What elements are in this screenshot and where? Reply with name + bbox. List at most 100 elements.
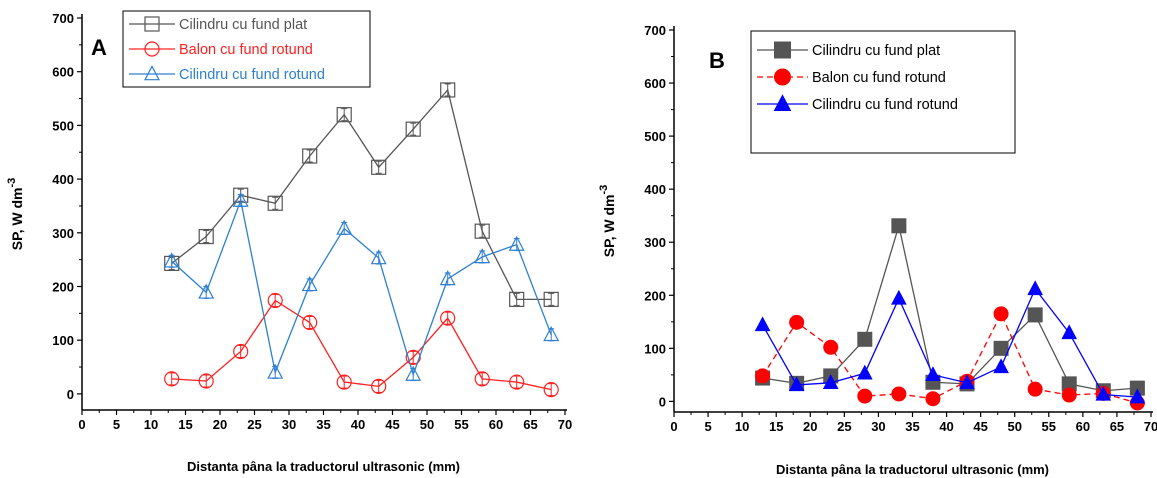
data-point xyxy=(1061,324,1078,340)
data-point xyxy=(823,339,839,355)
y-axis-title-main: SP, W dm xyxy=(601,195,617,258)
x-tick-label: 50 xyxy=(420,417,434,432)
data-point xyxy=(789,314,805,330)
data-point xyxy=(959,374,975,389)
series-2 xyxy=(164,292,559,398)
legend-label: Balon cu fund rotund xyxy=(812,70,946,86)
x-tick-label: 0 xyxy=(78,417,85,432)
x-tick-label: 50 xyxy=(1007,419,1021,434)
x-tick-label: 10 xyxy=(144,417,158,432)
y-tick-label: 0 xyxy=(659,394,666,409)
data-point xyxy=(993,306,1009,322)
data-point xyxy=(198,373,214,389)
x-tick-label: 70 xyxy=(558,417,572,432)
data-point xyxy=(233,343,249,360)
x-tick-label: 25 xyxy=(837,419,851,434)
y-axis-title: SP, W dm-3 xyxy=(6,178,25,251)
y-axis-title: SP, W dm-3 xyxy=(598,185,617,258)
x-tick-label: 45 xyxy=(973,419,987,434)
legend: Cilindru cu fund plat Balon cu fund rotun… xyxy=(750,30,1016,154)
data-point xyxy=(302,148,318,164)
legend-label: Cilindru cu fund plat xyxy=(179,17,307,33)
data-point xyxy=(509,374,525,390)
data-point xyxy=(856,364,873,380)
data-point xyxy=(1027,307,1043,323)
legend-label: Cilindru cu fund rotund xyxy=(812,97,958,113)
x-tick-label: 30 xyxy=(871,419,885,434)
x-tick-label: 45 xyxy=(385,417,399,432)
data-point xyxy=(1061,387,1077,403)
series-line xyxy=(171,88,552,301)
data-point xyxy=(336,374,352,390)
y-tick-label: 500 xyxy=(52,118,74,133)
data-point xyxy=(857,331,873,347)
legend-marker xyxy=(144,65,160,81)
series-3 xyxy=(754,280,1146,404)
x-tick-label: 55 xyxy=(1042,419,1056,434)
data-point xyxy=(405,121,421,137)
data-point xyxy=(755,368,771,384)
data-point xyxy=(993,358,1009,374)
y-tick-label: 100 xyxy=(644,341,666,356)
data-point xyxy=(543,381,559,398)
y-tick-label: 300 xyxy=(644,235,666,250)
x-tick-label: 15 xyxy=(769,419,783,434)
data-point xyxy=(198,228,214,245)
x-tick-label: 60 xyxy=(1076,419,1090,434)
x-tick-label: 25 xyxy=(247,417,261,432)
y-tick-label: 300 xyxy=(52,226,74,241)
y-tick-label: 400 xyxy=(52,172,74,187)
x-tick-label: 35 xyxy=(316,417,330,432)
data-point xyxy=(371,378,387,394)
data-point xyxy=(1027,280,1043,296)
data-point xyxy=(1129,388,1146,404)
x-axis-title: Distanta pâna la traductorul ultrasonic … xyxy=(776,462,1049,477)
series-1 xyxy=(164,82,559,307)
x-tick-label: 20 xyxy=(213,417,227,432)
x-tick-label: 20 xyxy=(803,419,817,434)
series-line xyxy=(762,312,1138,404)
legend-label: Cilindru cu fund rotund xyxy=(179,67,325,83)
data-point xyxy=(302,314,318,331)
data-point xyxy=(822,374,839,389)
x-tick-label: 40 xyxy=(939,419,953,434)
legend-marker xyxy=(774,41,791,59)
data-point xyxy=(891,218,907,234)
chart-b: 0 5 10 15 20 25 30 35 40 45 50 55 60 65 70010020030040… xyxy=(598,23,1157,477)
x-tick-label: 5 xyxy=(704,419,711,434)
x-tick-label: 35 xyxy=(905,419,919,434)
x-tick-label: 65 xyxy=(1110,419,1124,434)
series-line xyxy=(171,198,552,377)
data-point xyxy=(754,316,771,332)
legend-marker xyxy=(144,16,160,32)
x-tick-label: 70 xyxy=(1144,419,1157,434)
legend-label: Balon cu fund rotund xyxy=(179,42,313,58)
series-3 xyxy=(163,191,560,382)
series-line xyxy=(171,299,552,391)
data-point xyxy=(1095,385,1112,401)
legend-label: Cilindru cu fund plat xyxy=(812,43,940,59)
y-tick-label: 500 xyxy=(644,129,666,144)
data-point xyxy=(336,107,352,123)
y-tick-label: 0 xyxy=(67,387,74,402)
data-point xyxy=(788,376,805,392)
data-point xyxy=(543,291,559,307)
panel-label: B xyxy=(709,48,725,73)
series-line xyxy=(762,223,1138,392)
data-point xyxy=(925,366,941,382)
legend-marker xyxy=(144,41,160,57)
y-axis-title-superscript: -3 xyxy=(598,185,610,195)
data-point xyxy=(164,371,180,387)
data-point xyxy=(891,289,907,305)
y-tick-label: 700 xyxy=(644,23,666,38)
data-point xyxy=(267,292,283,309)
y-tick-label: 100 xyxy=(52,333,74,348)
series-line xyxy=(762,287,1138,398)
data-point xyxy=(857,388,873,404)
y-tick-label: 200 xyxy=(52,279,74,294)
x-tick-label: 15 xyxy=(178,417,192,432)
y-tick-label: 700 xyxy=(52,11,74,26)
chart-a: 0 5 10 15 20 25 30 35 40 45 50 55 60 65 70010020030040… xyxy=(6,10,572,474)
series-1 xyxy=(755,218,1145,399)
y-tick-label: 200 xyxy=(644,288,666,303)
